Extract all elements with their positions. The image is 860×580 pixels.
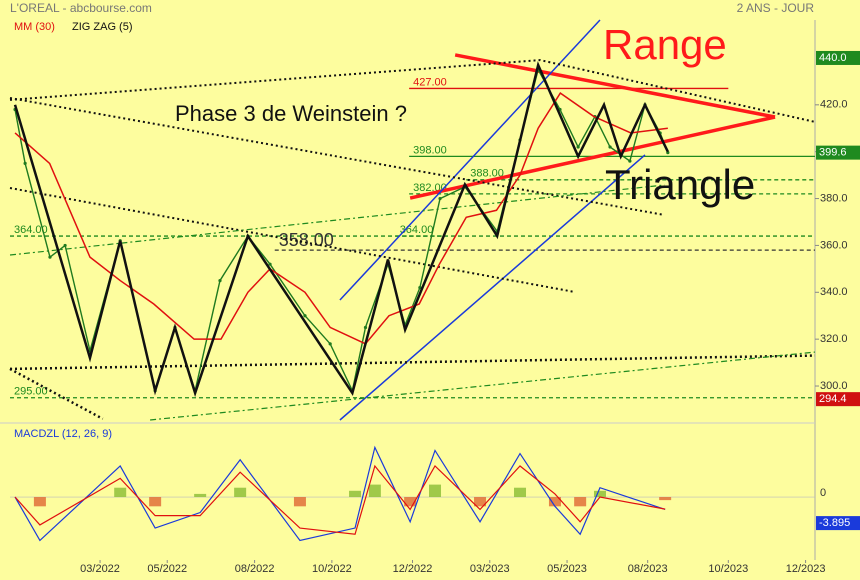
macd-hist xyxy=(33,497,46,507)
x-tick-label: 12/2022 xyxy=(393,563,433,575)
price-point xyxy=(328,342,332,346)
legend-ma: MM (30) xyxy=(14,21,55,33)
macd-hist xyxy=(404,497,417,507)
annotation-phase: Phase 3 de Weinstein ? xyxy=(175,101,407,126)
price-badge-label: 294.4 xyxy=(819,393,847,405)
macd-hist xyxy=(194,493,207,498)
price-point xyxy=(608,145,612,149)
price-line xyxy=(13,61,669,398)
x-tick-label: 08/2023 xyxy=(628,563,668,575)
x-tick-label: 03/2022 xyxy=(80,563,120,575)
legend-zigzag: ZIG ZAG (5) xyxy=(72,21,133,33)
price-point xyxy=(63,243,67,248)
price-badge-label: 440.0 xyxy=(819,52,847,64)
trend-line xyxy=(9,187,576,294)
macd-hist xyxy=(474,497,487,507)
y-tick-label: 380.0 xyxy=(820,192,848,204)
macd-hist xyxy=(149,497,162,507)
macd-badge-label: -3.895 xyxy=(819,517,850,529)
y-tick-label: 360.0 xyxy=(820,239,848,251)
trend-line xyxy=(454,53,776,119)
macd-badge xyxy=(816,516,860,531)
macd-hist xyxy=(368,484,381,498)
macd-hist xyxy=(114,487,127,498)
price-point xyxy=(418,286,422,290)
trend-line xyxy=(150,351,816,421)
x-tick-label: 03/2023 xyxy=(470,563,510,575)
y-tick-label: 300.0 xyxy=(820,380,848,392)
y-tick-label: 420.0 xyxy=(820,99,848,111)
macd-hist xyxy=(548,497,561,507)
price-badge xyxy=(816,145,860,160)
macd-line xyxy=(14,445,666,542)
period: 2 ANS - JOUR xyxy=(737,1,815,15)
price-point xyxy=(628,159,632,163)
price-point xyxy=(576,145,580,149)
macd-hist xyxy=(234,487,247,498)
price-badge-label: 399.6 xyxy=(819,147,847,159)
plot: 300.0320.0340.0360.0380.0400.0420.003/20… xyxy=(9,19,860,575)
y-tick-label: 320.0 xyxy=(820,333,848,345)
price-badge xyxy=(816,50,860,65)
annotation-range: Range xyxy=(603,21,727,68)
level-label: 398.00 xyxy=(413,144,447,156)
level-label: 364.00 xyxy=(14,224,48,236)
annotation-triangle: Triangle xyxy=(605,161,755,208)
chart-title: L'OREAL - abcbourse.com xyxy=(10,1,152,15)
trend-line xyxy=(9,184,665,256)
trend-line xyxy=(409,115,776,200)
price-point xyxy=(218,278,222,283)
macd-title: MACDZL (12, 26, 9) xyxy=(14,428,112,440)
y-tick-label: 340.0 xyxy=(820,286,848,298)
x-tick-label: 10/2023 xyxy=(708,563,748,575)
macd-hist xyxy=(429,484,442,498)
macd-line xyxy=(14,464,666,535)
macd-hist xyxy=(593,490,606,498)
price-point xyxy=(438,196,442,201)
x-tick-label: 08/2022 xyxy=(235,563,275,575)
macd-hist xyxy=(349,490,362,498)
level-label: 427.00 xyxy=(413,76,447,88)
price-point xyxy=(23,161,27,166)
x-tick-label: 12/2023 xyxy=(786,563,826,575)
price-point xyxy=(303,314,307,318)
trend-line xyxy=(9,97,665,216)
macd-hist xyxy=(659,497,672,501)
trend-line xyxy=(9,354,816,371)
level-label: 295.00 xyxy=(14,386,48,398)
price-badge xyxy=(816,392,860,407)
price-point xyxy=(268,262,272,266)
macd-hist xyxy=(293,497,306,507)
trend-line xyxy=(9,59,816,123)
trend-line xyxy=(339,19,601,301)
level-label: 388.00 xyxy=(470,168,504,180)
x-tick-label: 05/2022 xyxy=(147,563,187,575)
price-point xyxy=(48,255,52,259)
x-tick-label: 10/2022 xyxy=(312,563,352,575)
macd-tick-label: 0 xyxy=(820,487,826,499)
x-tick-label: 05/2023 xyxy=(547,563,587,575)
macd-hist xyxy=(514,487,527,498)
trend-line xyxy=(339,154,646,421)
macd-hist xyxy=(574,497,587,507)
price-point xyxy=(363,325,368,330)
